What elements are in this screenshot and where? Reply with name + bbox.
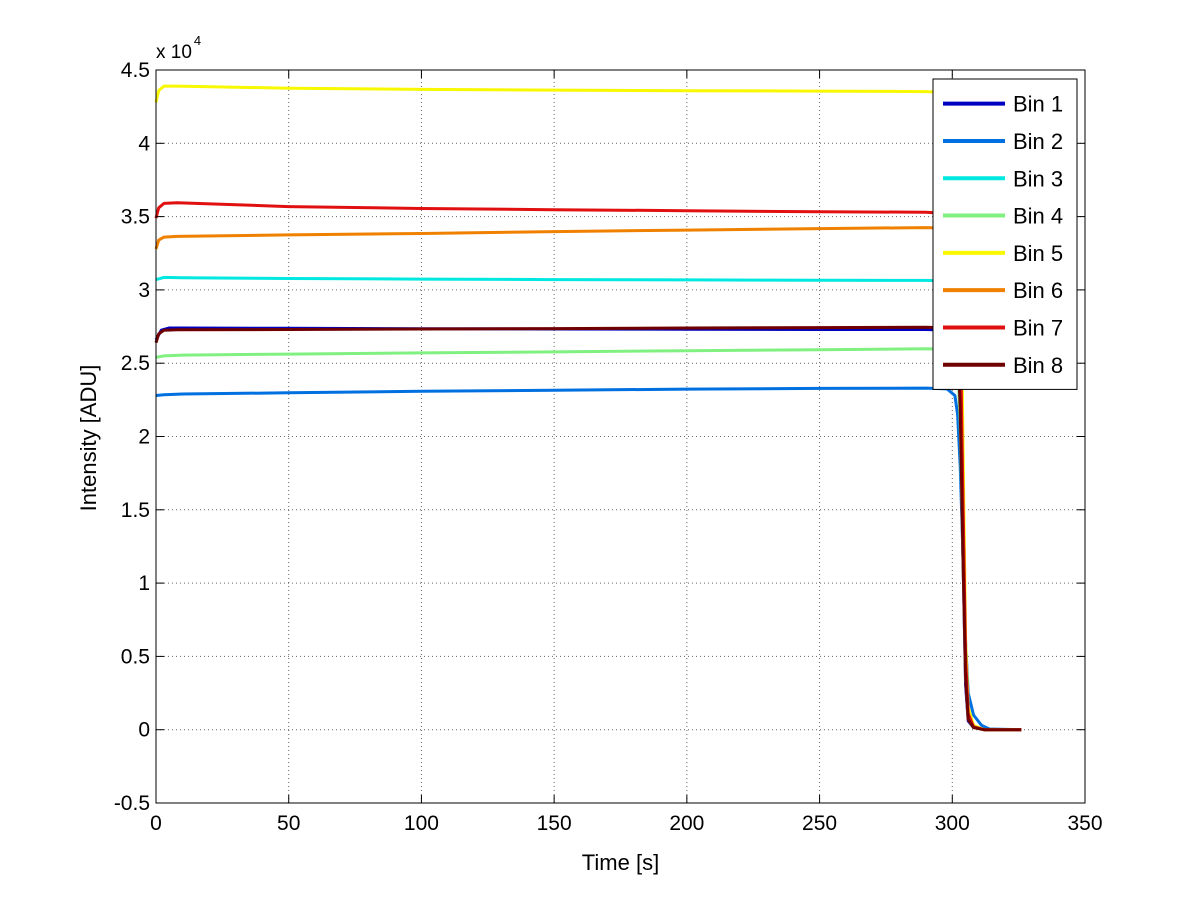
y-tick-label: 4.5 (121, 59, 150, 82)
legend-label-bin-3: Bin 3 (1013, 166, 1063, 191)
x-tick-label: 300 (935, 812, 970, 835)
y-tick-label: 3.5 (121, 206, 150, 229)
y-axis-multiplier-exponent: 4 (194, 33, 201, 48)
legend-label-bin-7: Bin 7 (1013, 315, 1063, 340)
x-tick-label: 0 (150, 812, 162, 835)
y-tick-label: -0.5 (114, 792, 150, 815)
legend-label-bin-5: Bin 5 (1013, 241, 1063, 266)
x-tick-label: 350 (1067, 812, 1102, 835)
x-tick-label: 100 (404, 812, 439, 835)
x-tick-label: 150 (537, 812, 572, 835)
y-axis-multiplier-base: x 10 (156, 42, 192, 63)
series-line-bin-2 (155, 386, 1022, 732)
legend-label-bin-2: Bin 2 (1013, 129, 1063, 154)
x-tick-label: 250 (802, 812, 837, 835)
x-tick-label: 200 (669, 812, 704, 835)
series-line-bin-8 (154, 325, 1022, 732)
y-tick-label: 1 (138, 572, 150, 595)
x-axis-label: Time [s] (582, 850, 659, 875)
legend-label-bin-6: Bin 6 (1013, 278, 1063, 303)
legend-label-bin-4: Bin 4 (1013, 204, 1063, 229)
legend-label-bin-1: Bin 1 (1013, 92, 1063, 117)
y-tick-label: 0 (138, 719, 150, 742)
y-tick-label: 2 (138, 426, 150, 449)
y-tick-label: 4 (138, 132, 150, 155)
y-tick-label: 2.5 (121, 352, 150, 375)
y-axis-label: Intensity [ADU] (76, 365, 101, 512)
x-tick-label: 50 (277, 812, 300, 835)
legend-label-bin-8: Bin 8 (1013, 353, 1063, 378)
legend: Bin 1 Bin 2 Bin 3 Bin 4 Bin 5 Bin 6 Bin 7 Bin 8 (932, 78, 1078, 390)
legend-box (932, 78, 1078, 390)
y-tick-label: 1.5 (121, 499, 150, 522)
y-axis-multiplier: x 104 (156, 33, 201, 63)
y-tick-label: 0.5 (121, 645, 150, 668)
y-tick-label: 3 (138, 279, 150, 302)
